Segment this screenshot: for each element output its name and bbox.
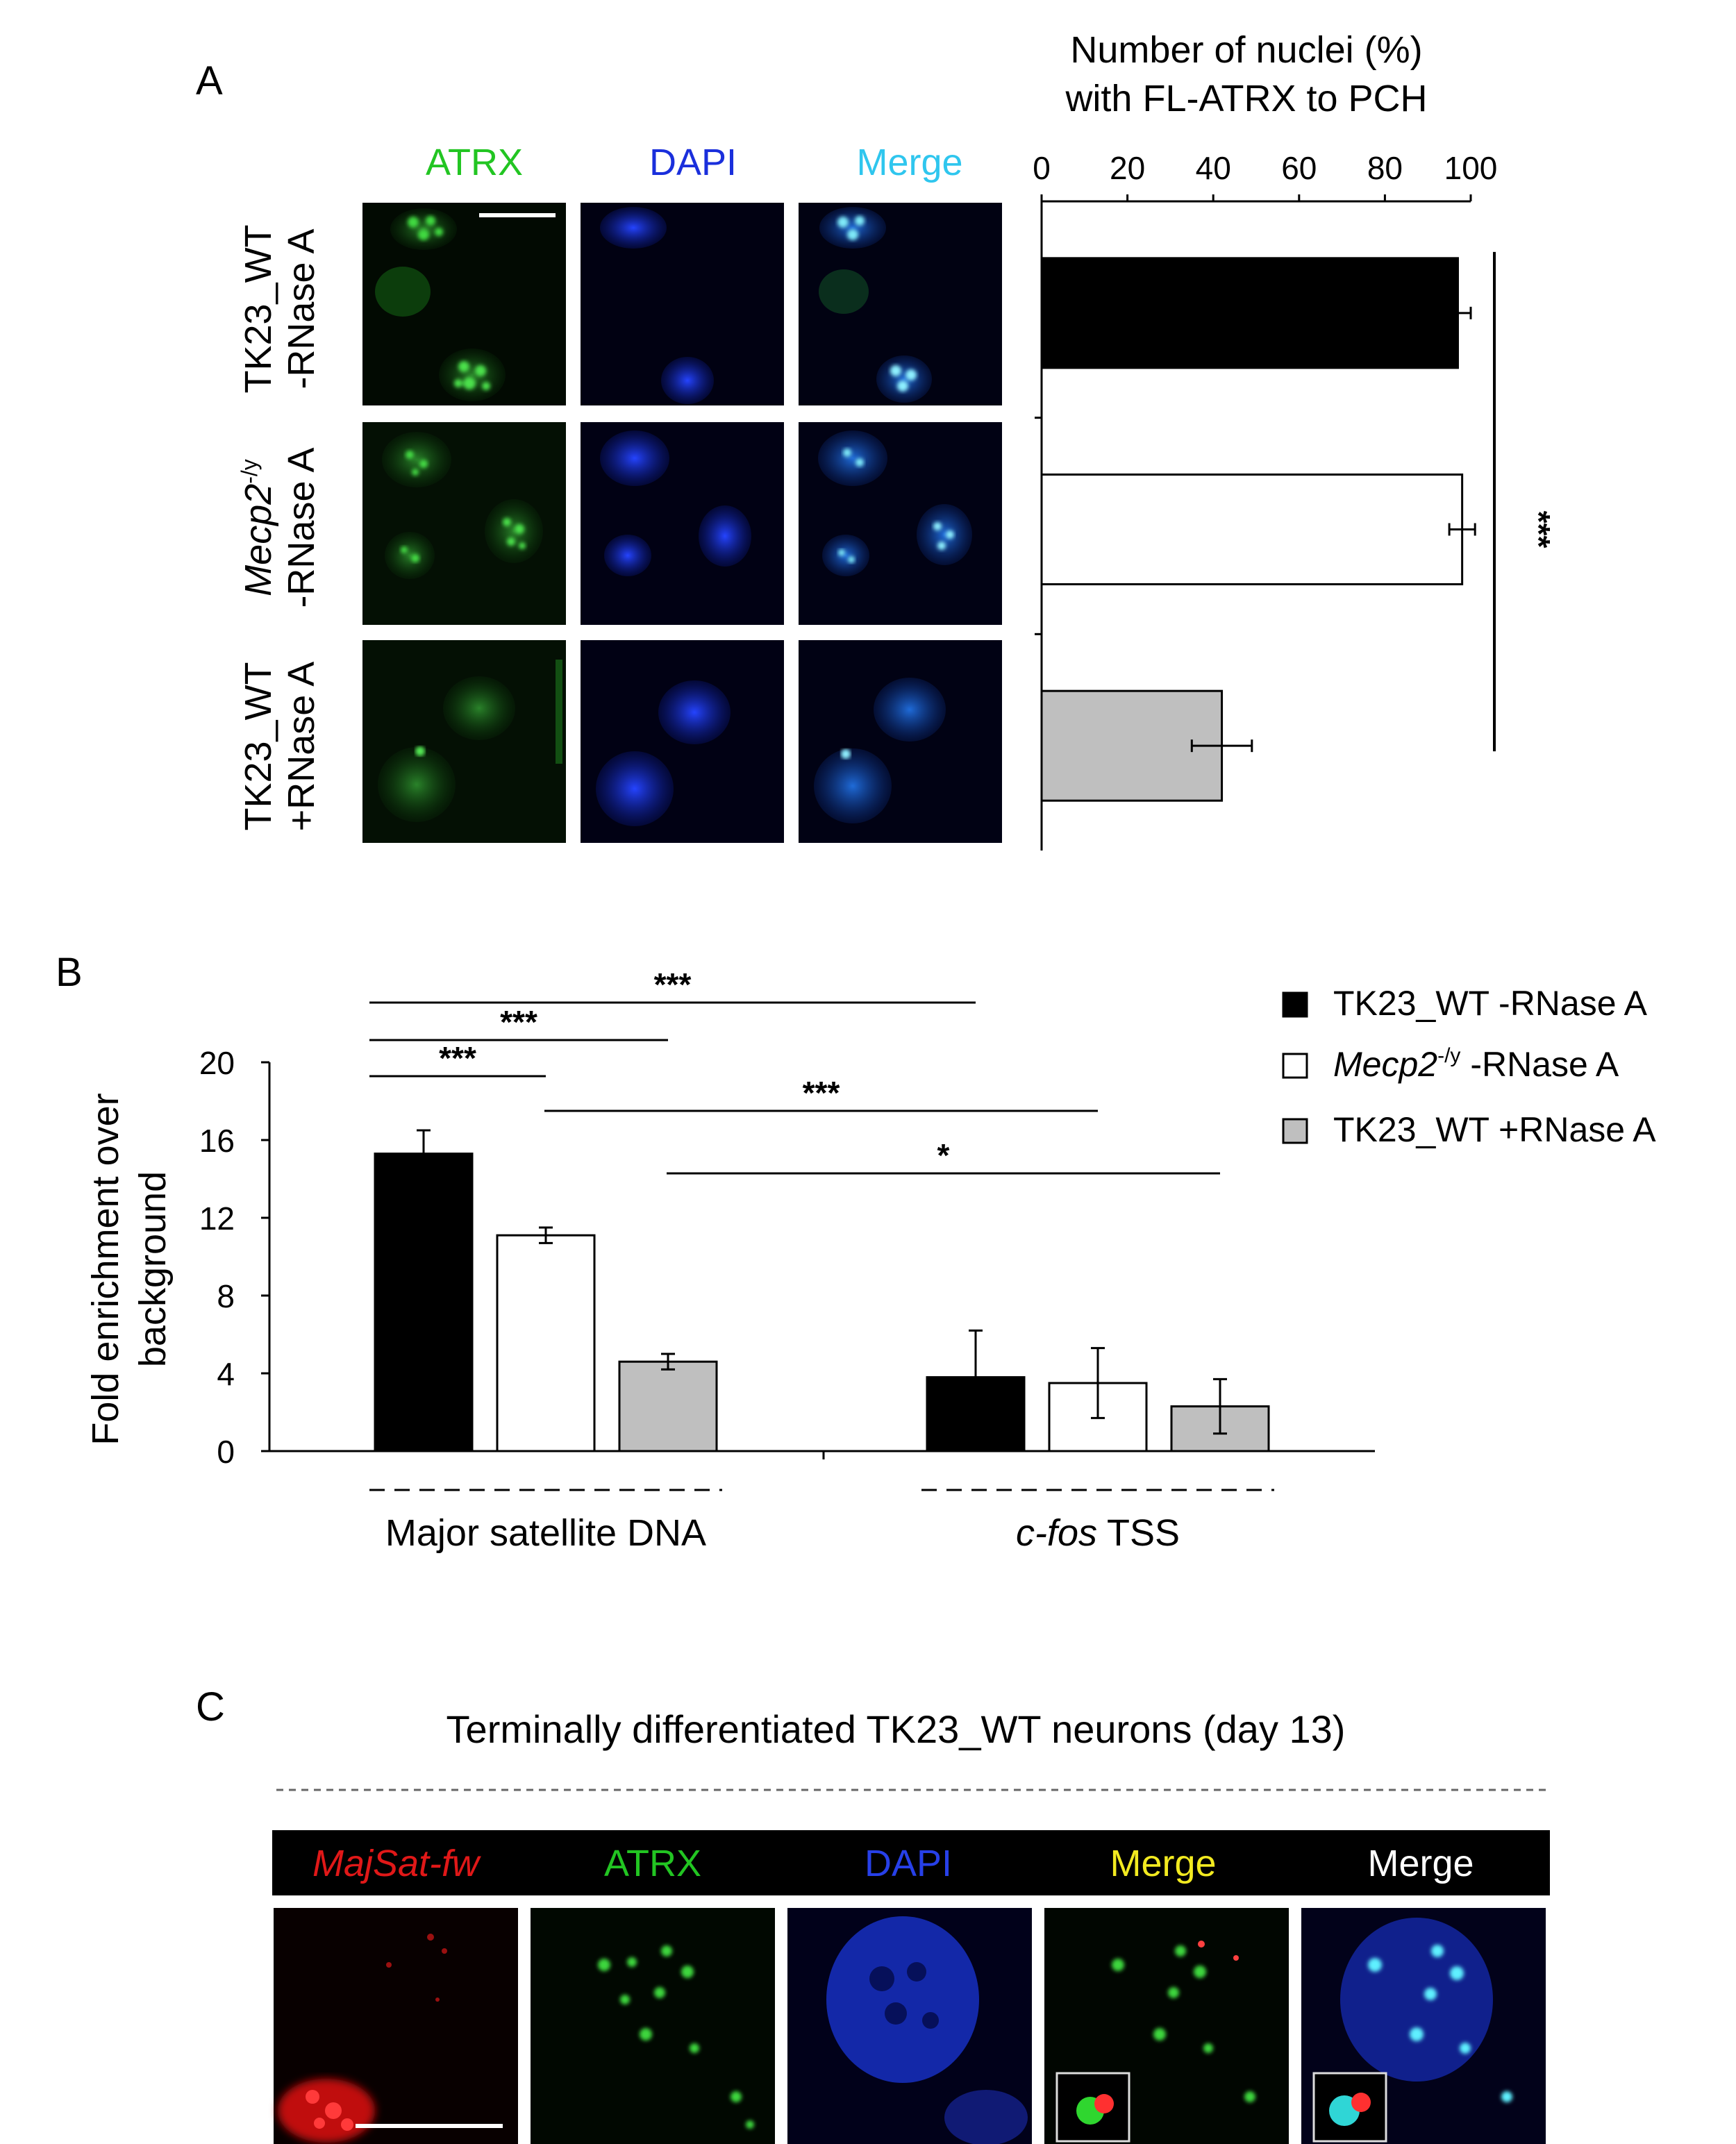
micrograph-row1-merge xyxy=(799,203,1002,405)
mecp2-sup: -/y xyxy=(237,459,262,484)
chart-b-y-tick-label: 4 xyxy=(217,1356,235,1392)
chart-b-significance-label: *** xyxy=(803,1075,840,1111)
chart-a-x-tick-label: 80 xyxy=(1367,150,1403,186)
svg-text:TK23_WT: TK23_WT xyxy=(237,224,279,393)
chart-b-y-tick-label: 16 xyxy=(199,1123,235,1159)
legend-label-3: TK23_WT +RNase A xyxy=(1333,1110,1656,1149)
panel-c-title: Terminally differentiated TK23_WT neuron… xyxy=(446,1707,1346,1751)
micrograph-row3-atrx xyxy=(362,640,566,843)
chart-b-group-label: c-fos TSS xyxy=(1016,1512,1180,1554)
panel-c-header-dapi: DAPI xyxy=(865,1843,952,1884)
chart-a-x-tick-label: 60 xyxy=(1281,150,1317,186)
chart-b-y-tick-label: 12 xyxy=(199,1200,235,1237)
panel-a-header-atrx: ATRX xyxy=(426,142,523,183)
micrograph-row1-atrx xyxy=(362,203,566,405)
micrograph-row2-dapi xyxy=(581,422,784,625)
panel-a-header-merge: Merge xyxy=(856,142,962,183)
svg-text:-RNase A: -RNase A xyxy=(281,447,322,608)
inset-yellow xyxy=(1055,2072,1130,2143)
svg-text:-RNase A: -RNase A xyxy=(281,228,322,389)
micrograph-c-majsat xyxy=(274,1908,518,2144)
panel-c-header-bar xyxy=(272,1830,1550,1895)
panel-a-row-label-1: TK23_WT -RNase A xyxy=(237,224,322,393)
legend-swatch-3 xyxy=(1282,1118,1308,1144)
chart-b-bar xyxy=(496,1234,596,1452)
legend-swatch-1 xyxy=(1282,991,1308,1018)
mecp2-gene: Mecp2 xyxy=(237,484,279,596)
panel-a-row-label-3: TK23_WT +RNase A xyxy=(237,662,322,832)
panel-c-header-merge-white: Merge xyxy=(1367,1843,1474,1884)
chart-b-group-label: Major satellite DNA xyxy=(385,1512,706,1554)
panel-c-header-merge-yellow: Merge xyxy=(1110,1843,1216,1884)
chart-b-y-tick-label: 0 xyxy=(217,1434,235,1470)
chart-a-bar xyxy=(1040,474,1464,585)
chart-b-y-tick-label: 20 xyxy=(199,1045,235,1081)
chart-b-significance-label: *** xyxy=(439,1040,476,1076)
panel-letter-c: C xyxy=(196,1684,225,1730)
panel-a-header-dapi: DAPI xyxy=(649,142,737,183)
chart-a-x-tick-label: 0 xyxy=(1033,150,1051,186)
micrograph-c-merge-white xyxy=(1301,1908,1546,2144)
legend-swatch-2 xyxy=(1282,1053,1308,1079)
chart-a-x-tick-label: 100 xyxy=(1444,150,1498,186)
chart-b-bar xyxy=(618,1360,718,1452)
chart-b-significance-label: *** xyxy=(500,1004,537,1040)
micrograph-row3-dapi xyxy=(581,640,784,843)
svg-text:background: background xyxy=(132,1171,174,1367)
svg-text:Fold enrichment over: Fold enrichment over xyxy=(85,1093,126,1445)
chart-b-bar xyxy=(374,1153,474,1452)
micrograph-row1-dapi xyxy=(581,203,784,405)
svg-text:+RNase A: +RNase A xyxy=(281,662,322,832)
micrograph-c-dapi xyxy=(787,1908,1032,2144)
chart-a-title-line2: with FL-ATRX to PCH xyxy=(1065,78,1427,119)
panel-letter-b: B xyxy=(56,950,83,995)
micrograph-row2-atrx xyxy=(362,422,566,625)
chart-a-significance-label: *** xyxy=(1521,511,1557,548)
panel-c-header-majsat: MajSat-fw xyxy=(312,1843,481,1884)
chart-a: 0 20 40 60 80 100 *** xyxy=(1033,150,1557,851)
chart-a-title-line1: Number of nuclei (%) xyxy=(1070,29,1422,71)
chart-b-significance-label: * xyxy=(937,1137,950,1173)
legend-label-1: TK23_WT -RNase A xyxy=(1333,984,1648,1023)
micrograph-row3-merge xyxy=(799,640,1002,843)
panel-a-row-label-2: Mecp2-/y -RNase A xyxy=(237,447,322,608)
chart-b-legend: TK23_WT -RNase A Mecp2-/y -RNase A TK23_… xyxy=(1282,984,1656,1149)
panel-a-chart-title: Number of nuclei (%) with FL-ATRX to PCH xyxy=(1065,29,1427,119)
svg-text:Mecp2-/y: Mecp2-/y xyxy=(237,459,279,596)
chart-b-ylabel: Fold enrichment over background xyxy=(85,1093,174,1445)
chart-a-bar xyxy=(1040,257,1459,369)
micrograph-row2-merge xyxy=(799,422,1002,625)
panel-c-header-atrx: ATRX xyxy=(604,1843,701,1884)
panel-letter-a: A xyxy=(196,58,223,103)
chart-b-y-tick-label: 8 xyxy=(217,1278,235,1314)
chart-a-x-tick-label: 20 xyxy=(1110,150,1145,186)
chart-b-significance-label: *** xyxy=(654,966,692,1003)
micrograph-c-atrx xyxy=(531,1908,775,2144)
chart-a-x-tick-label: 40 xyxy=(1196,150,1231,186)
svg-text:TK23_WT: TK23_WT xyxy=(237,662,279,830)
legend-label-2: Mecp2-/y -RNase A xyxy=(1333,1044,1619,1084)
micrograph-c-merge-yellow xyxy=(1044,1908,1289,2144)
